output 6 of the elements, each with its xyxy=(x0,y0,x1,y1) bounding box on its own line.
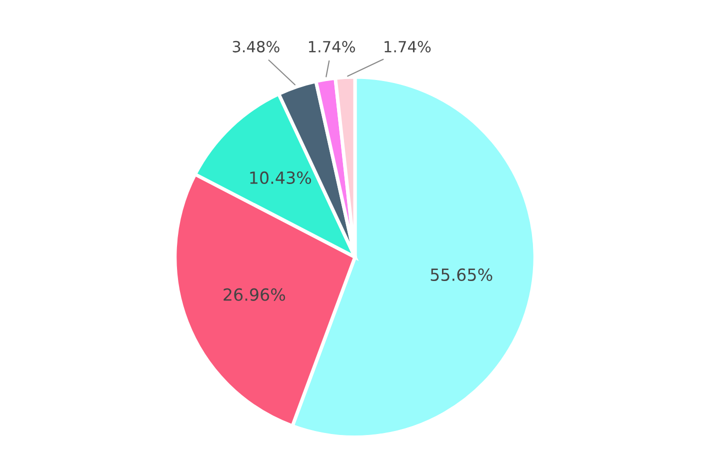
data-label: 26.96% xyxy=(224,288,286,301)
data-label: 1.74% xyxy=(384,40,431,52)
data-label: 1.74% xyxy=(309,40,356,52)
data-label: 55.65% xyxy=(430,268,492,282)
data-label: 3.48% xyxy=(232,40,280,52)
data-label: 10.43% xyxy=(250,171,312,184)
